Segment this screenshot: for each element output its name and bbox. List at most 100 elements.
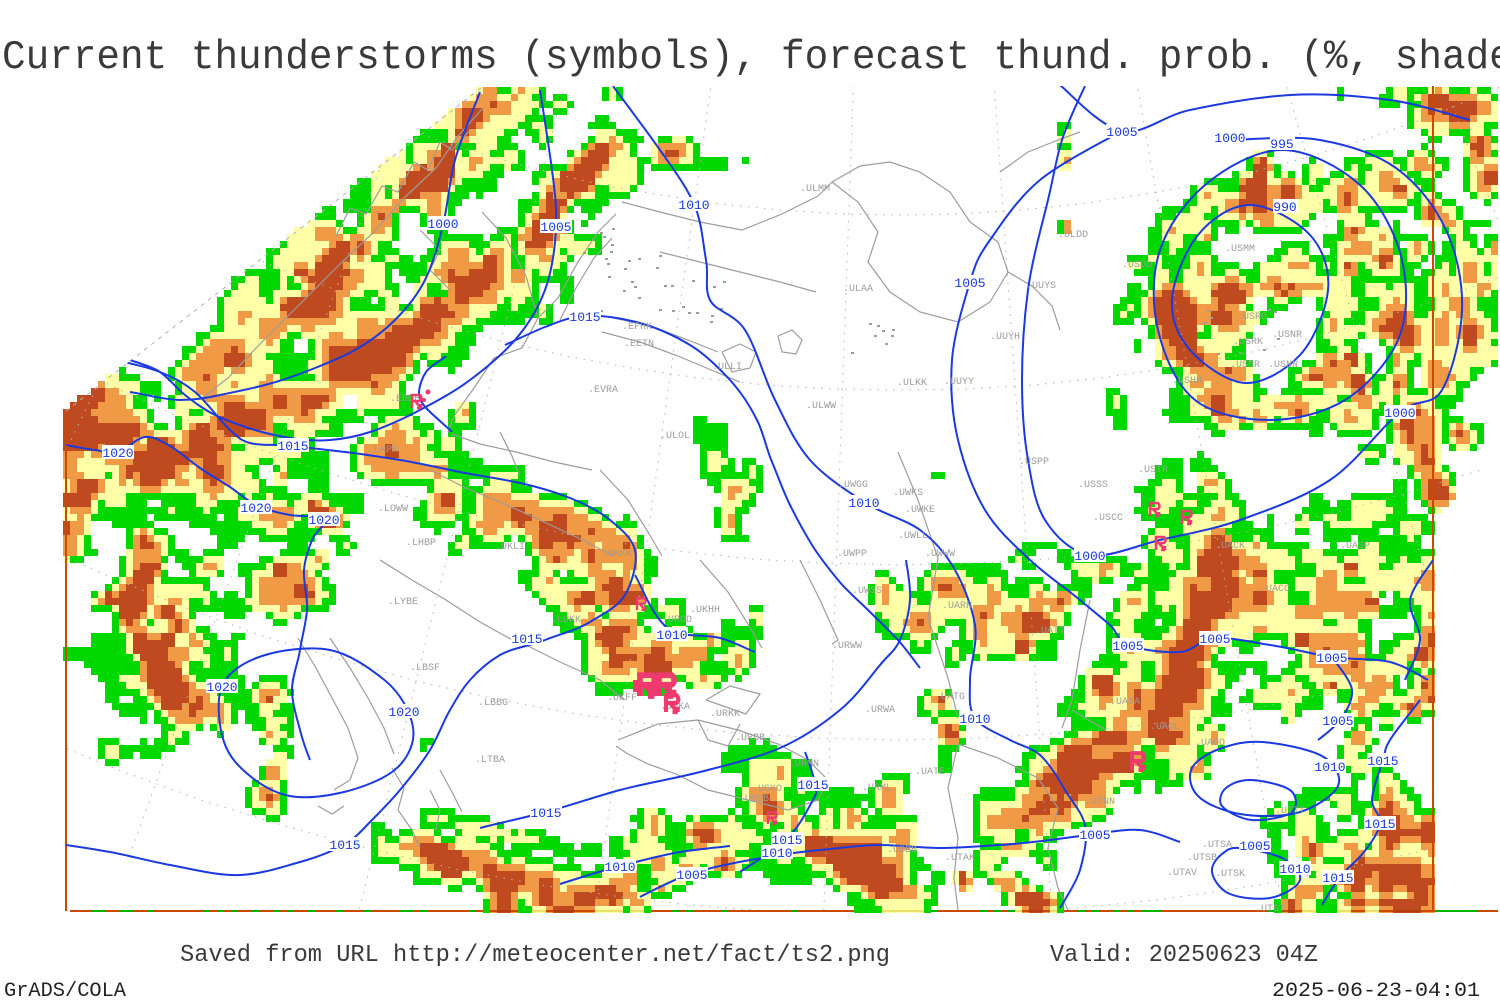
- svg-text:1015: 1015: [530, 806, 561, 821]
- svg-text:.UBBB: .UBBB: [887, 845, 917, 856]
- svg-text:.ULDD: .ULDD: [1058, 230, 1088, 241]
- svg-text:.USNR: .USNR: [1272, 330, 1302, 341]
- svg-text:.EFHK: .EFHK: [622, 322, 652, 333]
- svg-text:.UACC: .UACC: [1260, 584, 1290, 595]
- svg-text:.UWLL: .UWLL: [898, 531, 928, 542]
- svg-text:1005: 1005: [1106, 125, 1137, 140]
- svg-text:.USPP: .USPP: [1019, 457, 1049, 468]
- svg-text:1010: 1010: [848, 496, 879, 511]
- svg-text:.LOWW: .LOWW: [378, 504, 408, 515]
- svg-text:GrADS/COLA: GrADS/COLA: [4, 980, 126, 1000]
- svg-text:.USSS: .USSS: [1078, 480, 1108, 491]
- svg-text:.UAOO: .UAOO: [1195, 738, 1225, 749]
- svg-text:.USNN: .USNN: [1268, 360, 1298, 371]
- svg-text:1015: 1015: [511, 632, 542, 647]
- svg-text:1010: 1010: [1279, 862, 1310, 877]
- svg-text:.URWW: .URWW: [832, 641, 862, 652]
- svg-text:.UTAK: .UTAK: [945, 853, 975, 864]
- svg-text:1005: 1005: [540, 220, 571, 235]
- svg-text:.UTSK: .UTSK: [1215, 869, 1245, 880]
- svg-text:1020: 1020: [102, 446, 133, 461]
- svg-text:Current thunderstorms (symbols: Current thunderstorms (symbols), forecas…: [2, 35, 1500, 81]
- svg-text:1020: 1020: [308, 513, 339, 528]
- svg-text:.URWA: .URWA: [865, 705, 895, 716]
- svg-text:.UKLI: .UKLI: [495, 542, 525, 553]
- svg-text:.UTST: .UTST: [1255, 904, 1285, 915]
- svg-text:1005: 1005: [954, 276, 985, 291]
- svg-text:.UUYH: .UUYH: [990, 332, 1020, 343]
- svg-text:.EVRA: .EVRA: [588, 385, 618, 396]
- svg-text:Valid: 20250623 04Z: Valid: 20250623 04Z: [1050, 942, 1318, 969]
- svg-text:.ULAA: .ULAA: [843, 284, 873, 295]
- svg-text:.LYBE: .LYBE: [388, 597, 418, 608]
- svg-text:.UTAV: .UTAV: [1167, 868, 1197, 879]
- svg-text:.LHBP: .LHBP: [406, 538, 436, 549]
- svg-text:.EETN: .EETN: [624, 339, 654, 350]
- svg-text:1010: 1010: [604, 860, 635, 875]
- svg-text:.URKK: .URKK: [710, 709, 740, 720]
- svg-text:.UTTT: .UTTT: [1275, 806, 1305, 817]
- svg-text:1005: 1005: [1316, 651, 1347, 666]
- svg-text:.UWKE: .UWKE: [905, 505, 935, 516]
- svg-text:990: 990: [1273, 200, 1296, 215]
- svg-text:1000: 1000: [1214, 131, 1245, 146]
- svg-text:.UARR: .UARR: [942, 601, 972, 612]
- svg-text:.LBBG: .LBBG: [478, 698, 508, 709]
- svg-text:1000: 1000: [427, 217, 458, 232]
- svg-text:.UASP: .UASP: [1340, 541, 1370, 552]
- svg-text:.UWKS: .UWKS: [893, 488, 923, 499]
- svg-text:1015: 1015: [1367, 754, 1398, 769]
- svg-text:.USRO: .USRO: [1237, 312, 1267, 323]
- svg-text:1010: 1010: [1314, 760, 1345, 775]
- svg-text:.UWSS: .UWSS: [852, 586, 882, 597]
- svg-text:.UWPP: .UWPP: [837, 549, 867, 560]
- svg-text:.UATT: .UATT: [1035, 626, 1065, 637]
- svg-text:1015: 1015: [1322, 871, 1353, 886]
- svg-text:.URMN: .URMN: [789, 759, 819, 770]
- svg-text:.UROD: .UROD: [662, 615, 692, 626]
- svg-text:.UUYY: .UUYY: [944, 377, 974, 388]
- svg-text:1005: 1005: [1199, 632, 1230, 647]
- svg-text:1020: 1020: [388, 705, 419, 720]
- svg-text:.UWGG: .UWGG: [838, 480, 868, 491]
- svg-text:1015: 1015: [277, 439, 308, 454]
- svg-text:1015: 1015: [1364, 817, 1395, 832]
- svg-text:.UATA: .UATA: [1110, 697, 1140, 708]
- svg-text:1015: 1015: [797, 778, 828, 793]
- svg-text:.UATG: .UATG: [935, 692, 965, 703]
- svg-text:2025-06-23-04:01: 2025-06-23-04:01: [1272, 980, 1480, 1000]
- svg-text:1005: 1005: [1322, 714, 1353, 729]
- svg-text:1010: 1010: [761, 846, 792, 861]
- svg-text:.UAOL: .UAOL: [1150, 722, 1180, 733]
- svg-text:.ULLI: .ULLI: [712, 362, 742, 373]
- svg-text:.USMM: .USMM: [1225, 244, 1255, 255]
- svg-text:1015: 1015: [771, 833, 802, 848]
- svg-text:1005: 1005: [1079, 828, 1110, 843]
- svg-text:1005: 1005: [1239, 839, 1270, 854]
- svg-text:1005: 1005: [1112, 639, 1143, 654]
- svg-text:.ULMM: .ULMM: [800, 184, 830, 195]
- svg-text:.URML: .URML: [862, 783, 892, 794]
- svg-text:.UWWW: .UWWW: [925, 549, 955, 560]
- svg-text:.LKPR: .LKPR: [368, 445, 398, 456]
- svg-text:.USCC: .USCC: [1093, 513, 1123, 524]
- svg-text:1010: 1010: [959, 712, 990, 727]
- svg-text:995: 995: [1270, 137, 1293, 152]
- svg-text:.UACK: .UACK: [1215, 541, 1245, 552]
- svg-text:.UTSB: .UTSB: [1187, 853, 1217, 864]
- svg-text:1015: 1015: [569, 310, 600, 325]
- svg-text:.UKFF: .UKFF: [607, 693, 637, 704]
- svg-text:1005: 1005: [676, 868, 707, 883]
- svg-text:.ULWW: .ULWW: [806, 401, 836, 412]
- svg-text:Saved from URL http://meteocen: Saved from URL http://meteocenter.net/fa…: [180, 942, 890, 969]
- svg-text:1020: 1020: [240, 501, 271, 516]
- svg-text:.ULOL: .ULOL: [660, 431, 690, 442]
- svg-text:.USDD: .USDD: [1122, 260, 1152, 271]
- svg-text:.EDDB: .EDDB: [390, 394, 420, 405]
- svg-text:.UTSA: .UTSA: [1202, 840, 1232, 851]
- svg-text:.ULKK: .ULKK: [897, 378, 927, 389]
- svg-text:.UATE: .UATE: [915, 767, 945, 778]
- svg-text:1010: 1010: [656, 628, 687, 643]
- svg-text:.URBB: .URBB: [735, 733, 765, 744]
- svg-text:.UGSB: .UGSB: [739, 794, 769, 805]
